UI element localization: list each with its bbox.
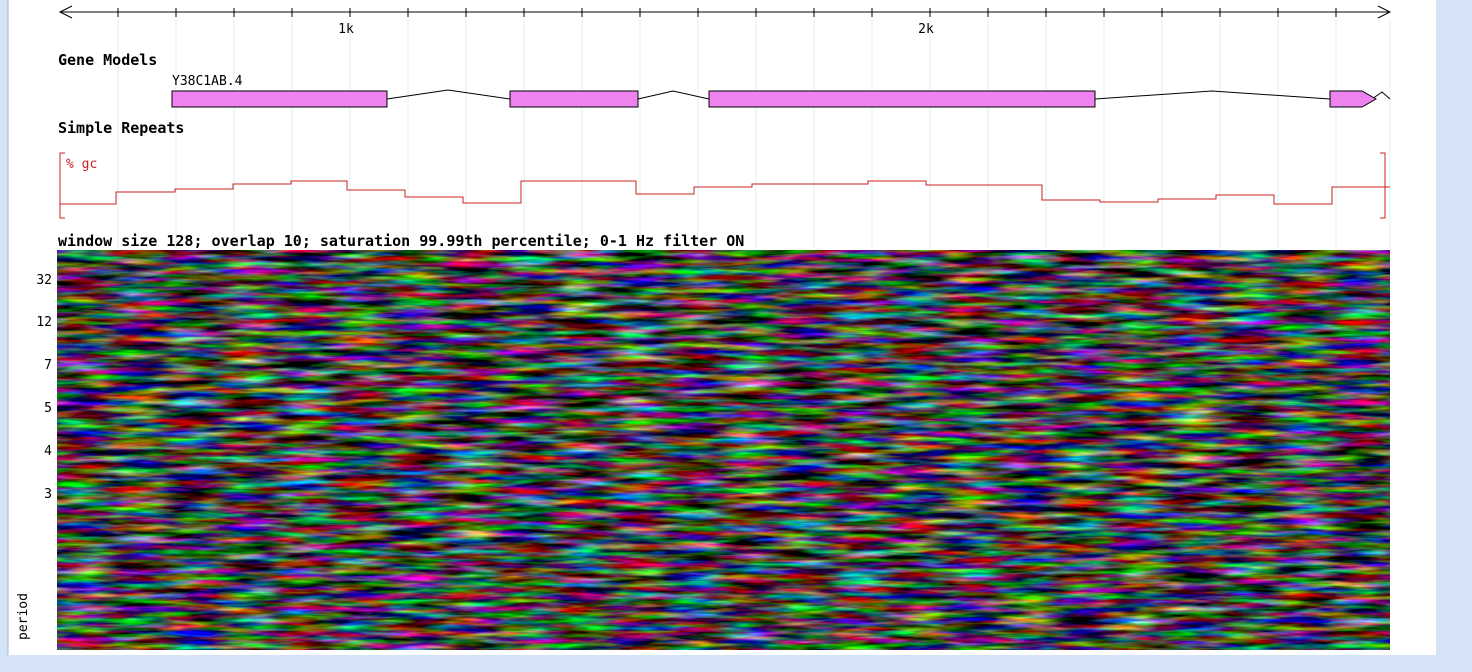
ruler-label: 1k — [338, 22, 354, 37]
exon — [510, 91, 638, 107]
exon — [709, 91, 1095, 107]
period-label: 4 — [44, 444, 52, 459]
spectrogram-caption: window size 128; overlap 10; saturation … — [58, 232, 744, 250]
track-title: Gene Models — [58, 51, 157, 69]
genome-browser-view: 1k 2k Gene Models Y38C1AB.4 Simple Repea… — [0, 0, 1472, 672]
ruler-label: 2k — [918, 22, 934, 37]
period-axis-label: period — [16, 593, 31, 640]
period-label: 3 — [44, 487, 52, 502]
period-label: 32 — [36, 273, 52, 288]
page: 1k 2k Gene Models Y38C1AB.4 Simple Repea… — [0, 0, 1472, 672]
spectrogram — [57, 250, 1390, 650]
gc-label: % gc — [66, 157, 97, 172]
period-label: 12 — [36, 315, 52, 330]
period-label: 5 — [44, 401, 52, 416]
exon — [172, 91, 387, 107]
track-title: Simple Repeats — [58, 119, 184, 137]
gene-label: Y38C1AB.4 — [172, 74, 243, 89]
period-label: 7 — [44, 358, 52, 373]
